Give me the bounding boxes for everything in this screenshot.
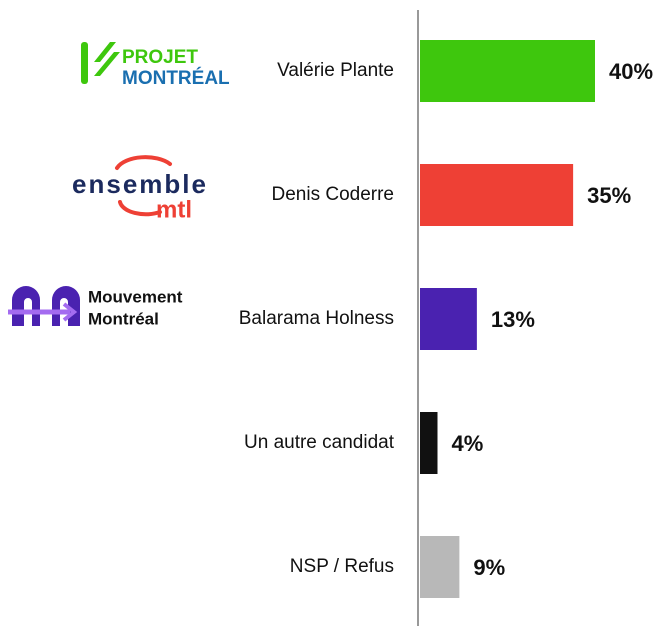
bar	[420, 164, 574, 226]
value-label: 9%	[473, 555, 505, 580]
value-label: 4%	[452, 431, 484, 456]
bar	[420, 288, 477, 350]
logo-mouvement-montreal	[8, 286, 80, 326]
logo-projet-montreal	[81, 42, 120, 84]
value-label: 35%	[587, 183, 631, 208]
value-label: 40%	[609, 59, 653, 84]
logo-text: ensemble	[72, 169, 208, 199]
category-label: Valérie Plante	[277, 60, 394, 81]
logo-ensemble-mtl	[115, 155, 172, 217]
category-label: Un autre candidat	[244, 432, 395, 453]
bar	[420, 412, 438, 474]
bar	[420, 40, 595, 102]
category-label: Balarama Holness	[239, 308, 394, 329]
logo-text: Mouvement	[88, 287, 183, 306]
category-label: NSP / Refus	[290, 556, 394, 577]
logo-text: MONTRÉAL	[122, 67, 230, 89]
bar	[420, 536, 460, 598]
logo-text: PROJET	[122, 47, 198, 68]
logo-text: Montréal	[88, 309, 159, 328]
category-label: Denis Coderre	[272, 184, 395, 205]
logo-text: mtl	[156, 196, 192, 223]
value-label: 13%	[491, 307, 535, 332]
